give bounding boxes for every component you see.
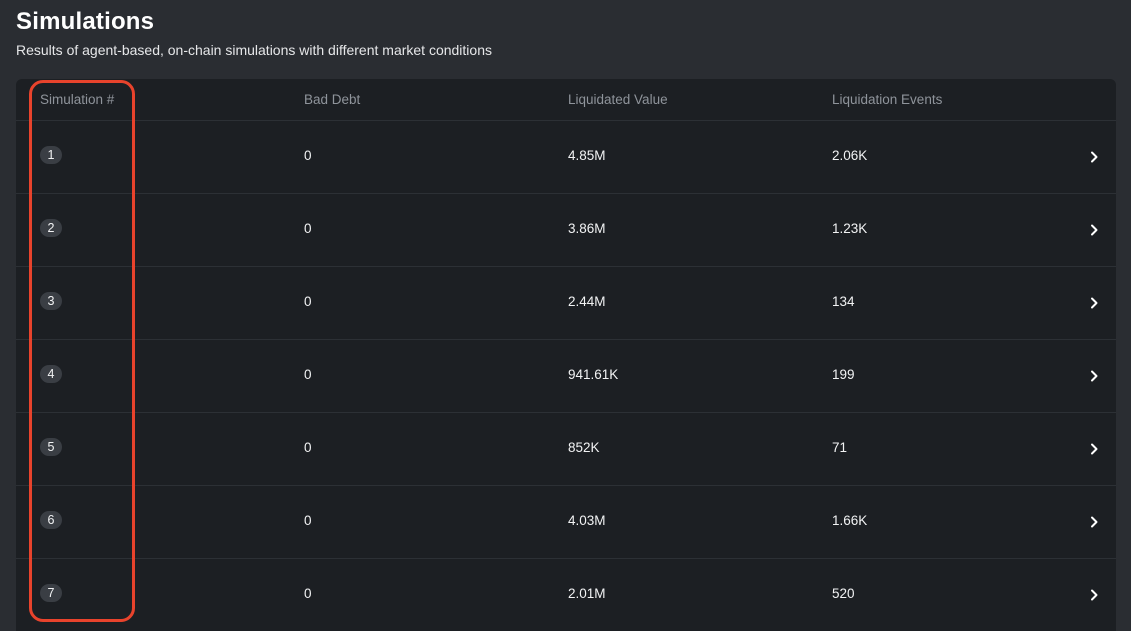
- simulation-number-badge: 3: [40, 292, 62, 310]
- liquidated-value-cell: 941.61K: [568, 367, 619, 382]
- bad-debt-cell: 0: [304, 440, 312, 455]
- simulation-number-badge: 6: [40, 511, 62, 529]
- simulation-number-badge: 7: [40, 584, 62, 602]
- liquidation-events-cell: 2.06K: [832, 148, 868, 163]
- table-row[interactable]: 7 0 2.01M 520: [16, 559, 1116, 631]
- column-header-simulation[interactable]: Simulation #: [40, 92, 115, 107]
- liquidated-value-cell: 2.01M: [568, 586, 606, 601]
- simulation-number-badge: 4: [40, 365, 62, 383]
- bad-debt-cell: 0: [304, 367, 312, 382]
- column-header-bad-debt[interactable]: Bad Debt: [304, 92, 361, 107]
- table-row[interactable]: 5 0 852K 71: [16, 413, 1116, 486]
- simulation-number-badge: 2: [40, 219, 62, 237]
- table-row[interactable]: 4 0 941.61K 199: [16, 340, 1116, 413]
- liquidation-events-cell: 134: [832, 294, 855, 309]
- table-row[interactable]: 2 0 3.86M 1.23K: [16, 194, 1116, 267]
- chevron-right-icon[interactable]: [1086, 441, 1102, 457]
- liquidated-value-cell: 4.03M: [568, 513, 606, 528]
- table-row[interactable]: 1 0 4.85M 2.06K: [16, 121, 1116, 194]
- chevron-right-icon[interactable]: [1086, 222, 1102, 238]
- bad-debt-cell: 0: [304, 221, 312, 236]
- simulation-number-badge: 5: [40, 438, 62, 456]
- liquidation-events-cell: 71: [832, 440, 848, 455]
- table-header: Simulation # Bad Debt Liquidated Value L…: [16, 79, 1116, 121]
- bad-debt-cell: 0: [304, 513, 312, 528]
- page-title: Simulations: [16, 8, 155, 35]
- column-header-liquidation-events[interactable]: Liquidation Events: [832, 92, 943, 107]
- chevron-right-icon[interactable]: [1086, 514, 1102, 530]
- table-body: 1 0 4.85M 2.06K 2 0 3.86M 1.23K 3 0 2.44…: [16, 121, 1116, 631]
- chevron-right-icon[interactable]: [1086, 368, 1102, 384]
- liquidated-value-cell: 2.44M: [568, 294, 606, 309]
- simulation-number-badge: 1: [40, 146, 62, 164]
- chevron-right-icon[interactable]: [1086, 587, 1102, 603]
- table-row[interactable]: 3 0 2.44M 134: [16, 267, 1116, 340]
- column-header-liquidated-value[interactable]: Liquidated Value: [568, 92, 668, 107]
- liquidation-events-cell: 199: [832, 367, 855, 382]
- liquidation-events-cell: 1.66K: [832, 513, 868, 528]
- simulations-table: Simulation # Bad Debt Liquidated Value L…: [16, 79, 1116, 631]
- bad-debt-cell: 0: [304, 148, 312, 163]
- liquidated-value-cell: 3.86M: [568, 221, 606, 236]
- bad-debt-cell: 0: [304, 586, 312, 601]
- liquidated-value-cell: 4.85M: [568, 148, 606, 163]
- chevron-right-icon[interactable]: [1086, 149, 1102, 165]
- chevron-right-icon[interactable]: [1086, 295, 1102, 311]
- table-row[interactable]: 6 0 4.03M 1.66K: [16, 486, 1116, 559]
- page-subtitle: Results of agent-based, on-chain simulat…: [16, 42, 492, 58]
- liquidation-events-cell: 520: [832, 586, 855, 601]
- liquidation-events-cell: 1.23K: [832, 221, 868, 236]
- bad-debt-cell: 0: [304, 294, 312, 309]
- liquidated-value-cell: 852K: [568, 440, 600, 455]
